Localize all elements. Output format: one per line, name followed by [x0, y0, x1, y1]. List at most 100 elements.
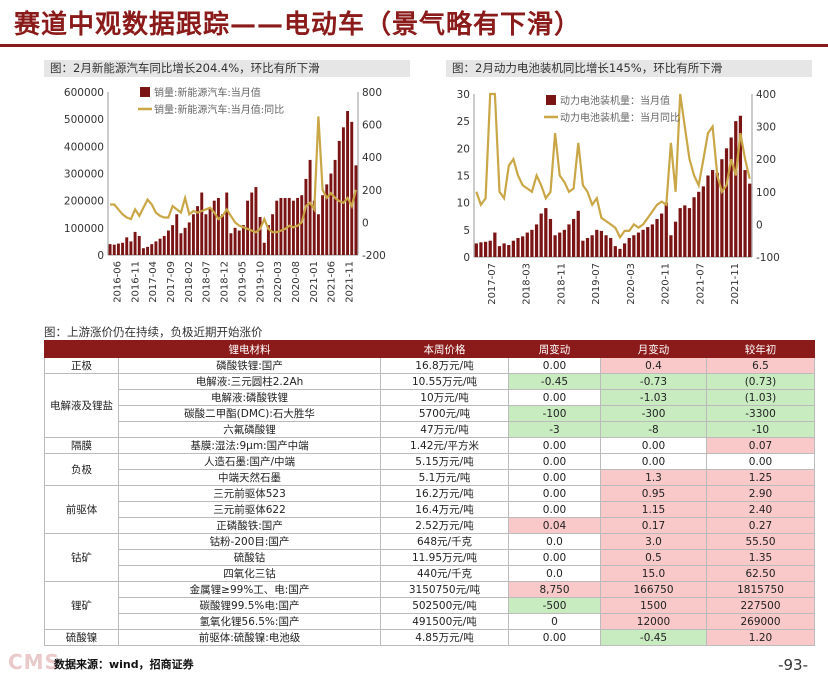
c2-bar — [558, 232, 562, 257]
c2-bar — [715, 172, 719, 257]
c2-legend-line-label: 动力电池装机量：当月同比 — [560, 111, 680, 124]
c1-yright-tick: 200 — [362, 185, 382, 197]
ytd-change-cell: 227500 — [706, 597, 815, 614]
category-cell: 正极 — [44, 357, 119, 374]
price-cell: 491500元/吨 — [380, 613, 509, 630]
c2-yright-tick: -100 — [756, 252, 780, 264]
c1-yleft-tick: 300000 — [64, 169, 104, 181]
c1-bar — [216, 197, 220, 255]
chart2-title: 图：2月动力电池装机同比增长145%，环比有所下滑 — [446, 60, 812, 77]
ytd-change-cell: 2.40 — [706, 501, 815, 518]
price-cell: 5.1万元/吨 — [380, 469, 509, 486]
ytd-change-cell: 0.00 — [706, 453, 815, 470]
c1-bar — [316, 214, 320, 255]
c1-bar — [262, 242, 266, 255]
c1-x-tick: 2019-10 — [255, 261, 266, 303]
c2-x-tick: 2019-07 — [591, 263, 602, 305]
c2-bar — [613, 246, 617, 257]
category-cell: 钴矿 — [44, 533, 119, 582]
c1-bar — [116, 243, 120, 255]
c2-bar — [724, 148, 729, 257]
week-change-cell: 0 — [508, 613, 601, 630]
month-change-cell: 166750 — [600, 581, 707, 598]
c2-bar — [646, 227, 650, 257]
c2-yleft-tick: 10 — [457, 198, 470, 210]
price-cell: 10万元/吨 — [380, 389, 509, 406]
c1-bar — [225, 192, 229, 255]
material-cell: 三元前驱体523 — [118, 485, 381, 502]
c1-yleft-tick: 600000 — [64, 87, 104, 99]
c1-bar — [250, 192, 254, 255]
c2-line-series — [475, 92, 751, 240]
table-row: 六氟磷酸锂 47万元/吨 -3 -8 -10 — [45, 421, 815, 438]
c2-yright-tick: 0 — [756, 219, 763, 231]
c1-bar — [196, 206, 200, 255]
material-cell: 碳酸二甲酯(DMC):石大胜华 — [118, 405, 381, 422]
table-row: 正磷酸铁:国产 2.52万元/吨 0.04 0.17 0.27 — [45, 517, 815, 534]
price-cell: 16.2万元/吨 — [380, 485, 509, 502]
c2-bar — [627, 237, 631, 257]
c1-x-tick: 2021-11 — [345, 261, 356, 303]
month-change-cell: 0.4 — [600, 357, 707, 374]
c1-bar — [312, 200, 316, 255]
c2-bar — [525, 232, 529, 257]
month-change-cell: 0.00 — [600, 437, 707, 454]
c1-bar — [287, 197, 291, 255]
c2-bar — [660, 213, 664, 257]
month-change-cell: 1.15 — [600, 501, 707, 518]
c2-yright-tick: 300 — [756, 122, 776, 134]
month-change-cell: -1.03 — [600, 389, 707, 406]
table-row: 电解液及锂盐 电解液:三元圆柱2.2Ah 10.55万元/吨 -0.45 -0.73 (0… — [44, 373, 815, 438]
c1-bar — [187, 222, 191, 255]
c1-bar — [208, 208, 212, 255]
week-change-cell: -500 — [508, 597, 601, 614]
ytd-change-cell: (1.03) — [706, 389, 815, 406]
c1-bar — [141, 248, 145, 255]
table-row: 正极 磷酸铁锂:国产 16.8万元/吨 0.00 0.4 6.5 — [44, 357, 815, 374]
week-change-cell: 0.00 — [508, 549, 601, 566]
c1-bar — [108, 244, 112, 255]
month-change-cell: 0.17 — [600, 517, 707, 534]
material-cell: 正磷酸铁:国产 — [118, 517, 381, 534]
c2-bar — [604, 235, 608, 257]
c1-bar — [125, 237, 129, 255]
table-header-4: 月变动 — [600, 340, 707, 358]
c1-bar — [237, 230, 241, 255]
page-title: 赛道中观数据跟踪——电动车（景气略有下滑） — [14, 10, 582, 40]
c1-yleft-tick: 200000 — [64, 196, 104, 208]
c2-bar — [530, 229, 534, 257]
price-cell: 16.8万元/吨 — [380, 357, 509, 374]
c1-bar — [204, 214, 208, 255]
material-cell: 金属锂≥99%工、电:国产 — [118, 581, 381, 598]
month-change-cell: -0.45 — [600, 629, 707, 646]
c2-bar — [729, 137, 733, 257]
c1-bar — [308, 159, 312, 255]
table-row: 负极 人造石墨:国产/中端 5.15万元/吨 0.00 0.00 0.00 — [44, 453, 815, 486]
c1-bar — [246, 200, 250, 255]
c1-bar — [175, 214, 179, 255]
table-header-2: 本周价格 — [380, 340, 509, 358]
c1-bar — [341, 127, 345, 255]
week-change-cell: 0.00 — [508, 629, 601, 646]
c2-bar — [683, 205, 687, 257]
c2-bar — [678, 208, 682, 257]
ytd-change-cell: 0.27 — [706, 517, 815, 534]
chart1-title: 图：2月新能源汽车同比增长204.4%，环比有所下滑 — [44, 60, 410, 77]
c2-legend-bar-label: 动力电池装机量：当月值 — [560, 94, 670, 107]
month-change-cell: 1.3 — [600, 469, 707, 486]
week-change-cell: 8,750 — [508, 581, 601, 598]
c2-bar — [748, 183, 752, 257]
c2-yleft-tick: 15 — [457, 171, 470, 183]
material-cell: 中端天然石墨 — [118, 469, 381, 486]
category-cell: 隔膜 — [44, 437, 119, 454]
c2-bar — [590, 235, 594, 257]
c1-bar — [296, 197, 300, 255]
c1-bar — [304, 178, 308, 255]
c1-bar — [325, 184, 329, 255]
c2-bar — [599, 230, 604, 257]
category-cell: 锂矿 — [44, 581, 119, 630]
table-row: 中端天然石墨 5.1万元/吨 0.00 1.3 1.25 — [45, 469, 815, 486]
c2-yright-tick: 400 — [756, 89, 776, 101]
c1-bar — [350, 121, 354, 255]
c2-bar — [655, 218, 659, 257]
